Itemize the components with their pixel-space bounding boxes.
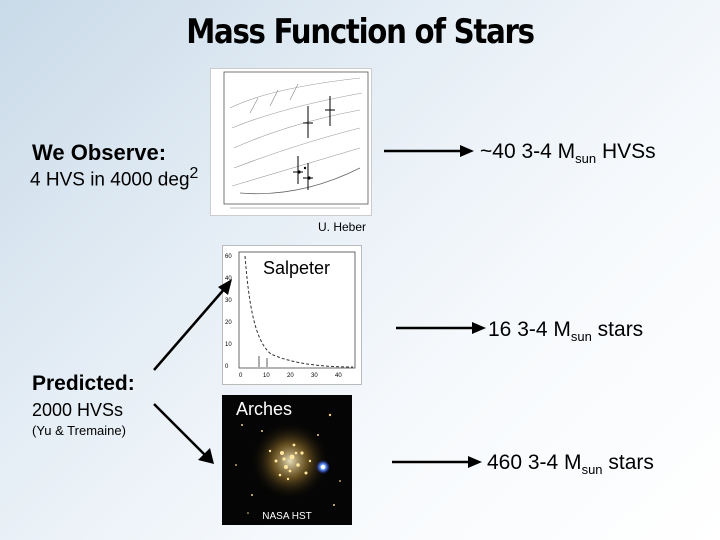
observe-detail-exponent: 2 [189, 165, 199, 182]
svg-text:60: 60 [225, 254, 232, 260]
arches-result-prefix: 460 3-4 M [487, 451, 582, 474]
arches-result-sub: sun [581, 462, 603, 478]
right-arrow-icon [396, 322, 486, 334]
observe-result: ~40 3-4 Msun HVSs [480, 140, 656, 166]
svg-text:20: 20 [225, 320, 232, 326]
observe-detail-text: 4 HVS in 4000 deg [30, 169, 190, 191]
observe-result-suffix: HVSs [596, 140, 656, 163]
observe-heading: We Observe: [32, 140, 167, 165]
arches-label: Arches [236, 399, 293, 419]
svg-text:20: 20 [287, 373, 294, 379]
salpeter-result-sub: sun [570, 329, 592, 345]
slide-title: Mass Function of Stars [186, 12, 535, 52]
svg-text:40: 40 [335, 373, 342, 379]
svg-text:10: 10 [263, 373, 270, 379]
right-arrow-icon [384, 145, 474, 157]
arches-starfield [222, 395, 352, 525]
salpeter-figure: 60 40 30 20 10 0 0 10 20 30 40 Salpeter [222, 245, 362, 385]
salpeter-result-prefix: 16 3-4 M [488, 318, 571, 341]
observe-result-prefix: ~40 3-4 M [480, 140, 576, 163]
svg-text:0: 0 [239, 373, 243, 379]
salpeter-result-suffix: stars [591, 318, 644, 341]
hr-diagram-credit: U. Heber [318, 220, 367, 234]
salpeter-result: 16 3-4 Msun stars [488, 318, 643, 344]
arches-result-suffix: stars [602, 451, 654, 474]
predicted-detail: 2000 HVSs [32, 400, 124, 420]
diagonal-down-arrow-icon [153, 403, 214, 464]
right-arrow-icon [392, 456, 482, 468]
svg-text:30: 30 [311, 373, 318, 379]
diagonal-up-arrow-icon [153, 279, 232, 371]
svg-text:10: 10 [225, 342, 232, 348]
svg-text:40: 40 [225, 276, 232, 282]
hr-diagram-figure [210, 68, 372, 216]
arches-result: 460 3-4 Msun stars [487, 451, 654, 477]
svg-text:30: 30 [225, 298, 232, 304]
predicted-heading: Predicted: [32, 372, 135, 395]
observe-result-sub: sun [575, 151, 597, 167]
salpeter-label: Salpeter [263, 258, 331, 278]
hr-diagram-plot [210, 68, 372, 216]
arches-image: Arches NASA HST [222, 395, 352, 525]
svg-text:0: 0 [225, 364, 229, 370]
observe-detail: 4 HVS in 4000 deg2 [30, 165, 198, 191]
predicted-citation: (Yu & Tremaine) [32, 423, 126, 438]
arches-credit: NASA HST [262, 511, 312, 522]
salpeter-plot: 60 40 30 20 10 0 0 10 20 30 40 [225, 251, 356, 379]
